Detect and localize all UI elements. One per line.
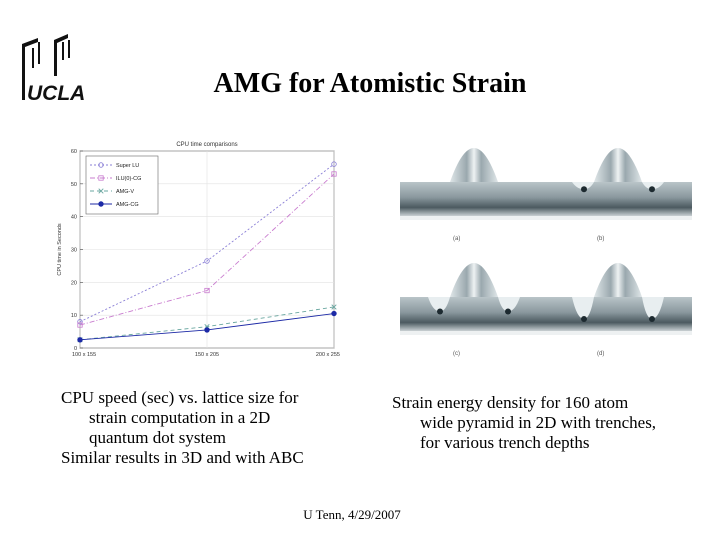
series-line [79, 163, 335, 323]
data-point [331, 161, 337, 167]
caption-left-line: quantum dot system [89, 428, 226, 447]
y-tick-label: 0 [74, 346, 77, 352]
series-amg-cg [77, 310, 337, 343]
legend-label: AMG-V [116, 189, 134, 195]
series-ilu-0-cg [77, 171, 337, 328]
data-point [77, 337, 83, 343]
caption-right: Strain energy density for 160 atom wide … [392, 393, 712, 453]
data-point [204, 258, 210, 264]
strain-panel [544, 263, 692, 349]
data-point [331, 310, 337, 317]
data-point [98, 162, 104, 168]
chart-legend: Super LU ILU(0)-CG AMG-V AMG-CG [85, 155, 159, 215]
y-tick-label: 10 [71, 313, 77, 319]
legend-label: ILU(0)-CG [116, 176, 141, 182]
caption-left-line: CPU speed (sec) vs. lattice size for [61, 388, 299, 407]
strain-panel [400, 263, 548, 349]
data-point [98, 201, 104, 207]
y-tick-label: 60 [71, 149, 77, 155]
series-super-lu [77, 161, 337, 325]
legend-label: Super LU [116, 163, 139, 169]
x-tick-label: 100 x 155 [72, 352, 96, 358]
data-point [204, 327, 210, 333]
ucla-logo: UCLA [22, 34, 84, 105]
panel-label: (d) [597, 351, 605, 357]
y-tick-label: 20 [71, 280, 77, 286]
data-point [204, 287, 210, 294]
legend-label: AMG-CG [116, 202, 139, 208]
x-tick-label: 200 x 255 [316, 352, 340, 358]
y-tick-label: 30 [71, 248, 77, 254]
panel-label: (a) [453, 236, 461, 242]
data-point [331, 304, 337, 310]
data-point [77, 319, 83, 325]
y-tick-label: 50 [71, 182, 77, 188]
chart-title: CPU time comparisons [176, 142, 237, 148]
series-line [79, 173, 335, 326]
strain-panel [400, 148, 548, 234]
panel-label: (c) [453, 351, 460, 357]
data-point [331, 171, 337, 177]
slide-footer: U Tenn, 4/29/2007 [303, 507, 401, 522]
y-tick-label: 40 [71, 215, 77, 221]
data-point [98, 188, 104, 194]
y-axis-label: CPU time in Seconds [57, 223, 63, 276]
caption-right-line: Strain energy density for 160 atom [392, 393, 629, 412]
x-tick-label: 150 x 205 [195, 352, 219, 358]
cpu-time-chart: 0 10 20 30 40 50 60 100 x 155 150 x 205 200 x 255… [57, 142, 340, 358]
panel-label: (b) [597, 236, 605, 242]
data-point [77, 322, 83, 328]
data-point [98, 175, 104, 181]
caption-left-line: strain computation in a 2D [89, 408, 271, 427]
logo-text: UCLA [27, 82, 84, 105]
slide-title: AMG for Atomistic Strain [213, 68, 527, 99]
strain-panel [544, 148, 692, 234]
caption-right-line: for various trench depths [420, 433, 590, 452]
caption-right-line: wide pyramid in 2D with trenches, [420, 413, 657, 432]
caption-left: CPU speed (sec) vs. lattice size for str… [61, 388, 371, 468]
caption-left-line: Similar results in 3D and with ABC [61, 448, 304, 467]
